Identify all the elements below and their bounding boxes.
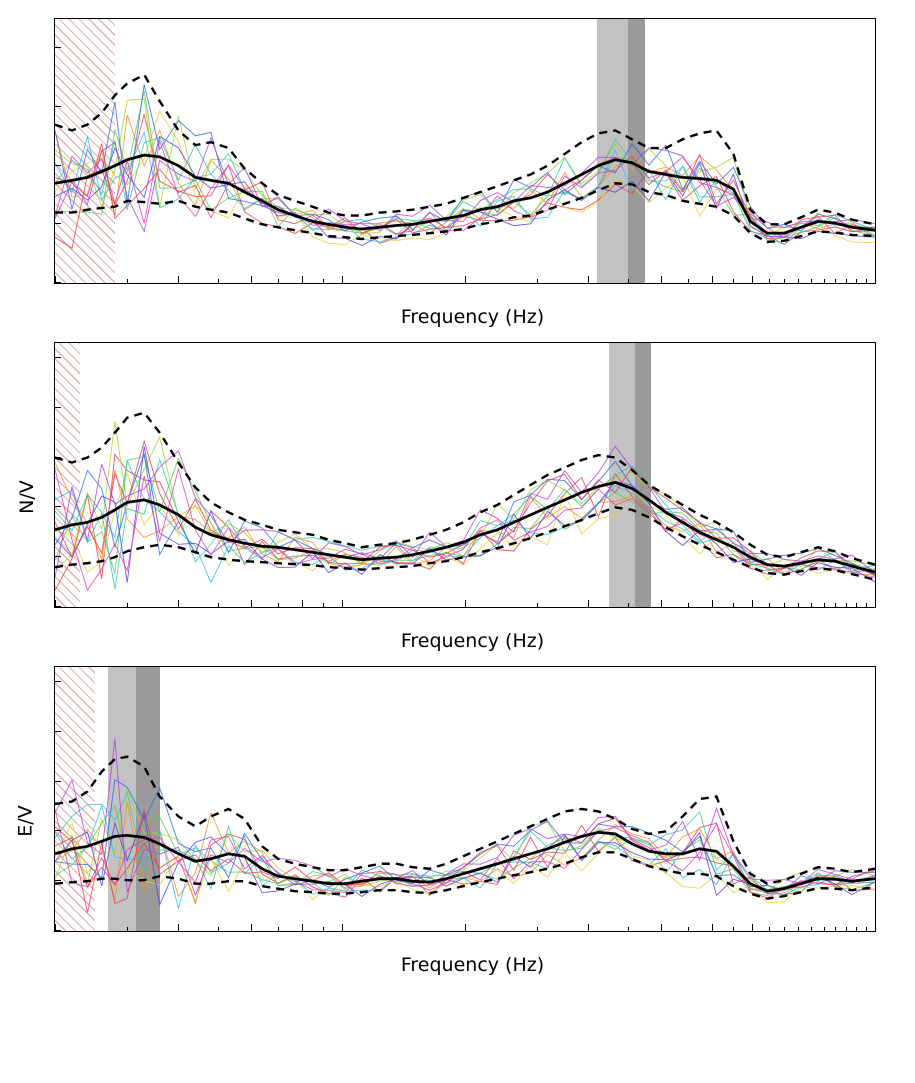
trace-10 xyxy=(55,469,875,590)
trace-7 xyxy=(55,85,875,232)
lines-svg xyxy=(55,19,875,283)
plot-area: 012340.20.40.60.81.024681020 xyxy=(54,18,876,284)
plot-area: 0123450.20.40.60.81.024681020 xyxy=(54,666,876,932)
trace-8 xyxy=(55,814,875,904)
trace-2 xyxy=(55,473,875,579)
trace-5 xyxy=(55,460,875,589)
lines-svg xyxy=(55,667,875,931)
y-axis-label: N/V xyxy=(16,480,38,514)
x-axis-label: Frequency (Hz) xyxy=(54,630,891,652)
chart-panel-nv: N/V0123450.20.40.60.81.024681020Frequenc… xyxy=(54,342,891,652)
chart-grid: Average H/V012340.20.40.60.81.024681020F… xyxy=(0,0,915,998)
lines-svg xyxy=(55,343,875,607)
trace-2 xyxy=(55,111,875,244)
x-axis-label: Frequency (Hz) xyxy=(54,954,891,976)
std-upper xyxy=(55,75,875,225)
y-axis-label: E/V xyxy=(15,805,37,836)
std-upper xyxy=(55,757,875,884)
chart-panel-hv: Average H/V012340.20.40.60.81.024681020F… xyxy=(54,18,891,328)
chart-panel-ev: E/V0123450.20.40.60.81.024681020Frequenc… xyxy=(54,666,891,976)
x-axis-label: Frequency (Hz) xyxy=(54,306,891,328)
plot-area: 0123450.20.40.60.81.024681020 xyxy=(54,342,876,608)
trace-6 xyxy=(55,132,875,244)
trace-11 xyxy=(55,809,875,912)
